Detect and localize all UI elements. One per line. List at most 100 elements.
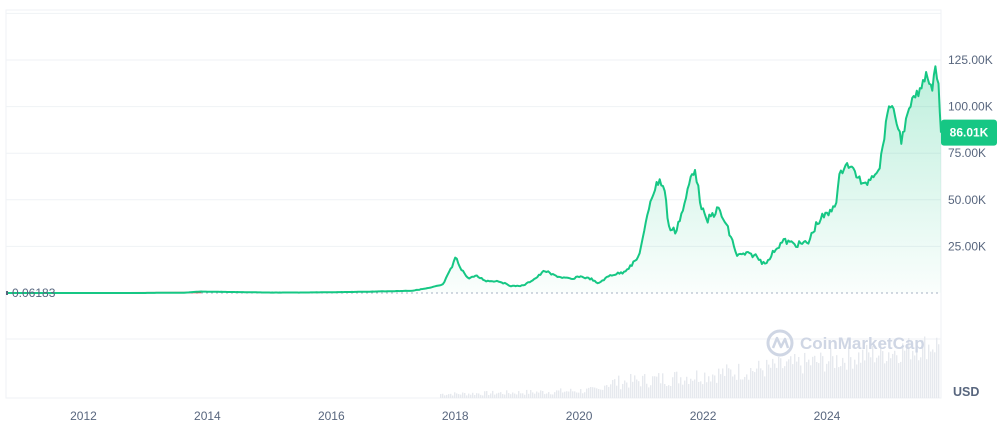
volume-bar	[632, 381, 634, 398]
volume-bar	[470, 394, 472, 398]
volume-bar	[576, 392, 578, 398]
volume-bar	[522, 393, 524, 398]
volume-bar	[766, 359, 768, 398]
volume-bar	[572, 391, 574, 398]
volume-bar	[482, 395, 484, 398]
volume-bar	[770, 367, 772, 398]
volume-bar	[448, 394, 450, 398]
y-tick-label: 100.00K	[948, 100, 993, 114]
volume-bar	[478, 393, 480, 398]
volume-bar	[822, 356, 824, 398]
volume-bar	[702, 384, 704, 398]
volume-bar	[498, 392, 500, 398]
volume-bar	[512, 392, 514, 398]
volume-bar	[490, 393, 492, 398]
volume-bar	[724, 375, 726, 398]
volume-bar	[668, 385, 670, 398]
volume-bar	[924, 336, 926, 398]
volume-bar	[890, 358, 892, 398]
volume-bar	[842, 357, 844, 398]
x-tick-label: 2012	[70, 409, 97, 421]
volume-bar	[528, 393, 530, 398]
volume-bar	[472, 392, 474, 398]
y-axis: 125.00K 100.00K 75.00K 50.00K 25.00K	[948, 53, 993, 253]
volume-bar	[754, 372, 756, 398]
volume-bar	[636, 379, 638, 398]
volume-bar	[812, 356, 814, 398]
volume-bar	[648, 387, 650, 398]
currency-label: USD	[953, 385, 979, 399]
volume-bar	[548, 392, 550, 398]
volume-bar	[710, 381, 712, 398]
volume-bar	[644, 374, 646, 398]
volume-bar	[458, 394, 460, 398]
volume-bar	[830, 348, 832, 398]
volume-bar	[872, 345, 874, 398]
volume-bar	[504, 394, 506, 398]
volume-bar	[686, 376, 688, 398]
volume-bar	[886, 361, 888, 398]
volume-bar	[832, 356, 834, 398]
volume-bar	[578, 392, 580, 398]
volume-bar	[484, 391, 486, 398]
volume-bar	[574, 391, 576, 398]
volume-bar	[544, 394, 546, 398]
reference-marker	[6, 290, 8, 295]
volume-bar	[732, 376, 734, 398]
volume-bar	[892, 353, 894, 398]
volume-bar	[788, 359, 790, 398]
price-area	[6, 66, 941, 293]
volume-bar	[546, 393, 548, 398]
volume-bar	[716, 382, 718, 398]
watermark-logo-icon	[766, 329, 794, 357]
volume-bar	[926, 359, 928, 398]
volume-bar	[708, 376, 710, 398]
volume-bar	[820, 352, 822, 398]
volume-bar	[934, 352, 936, 398]
volume-bar	[718, 368, 720, 398]
volume-bar	[658, 373, 660, 398]
volume-bar	[694, 379, 696, 398]
volume-bar	[916, 350, 918, 398]
volume-bar	[744, 376, 746, 398]
volume-bar	[774, 363, 776, 398]
watermark: CoinMarketCap	[766, 329, 925, 357]
volume-bar	[756, 368, 758, 398]
volume-bar	[492, 390, 494, 398]
volume-bar	[532, 392, 534, 398]
volume-bar	[800, 365, 802, 398]
volume-bar	[810, 365, 812, 398]
volume-bar	[628, 387, 630, 398]
volume-bar	[908, 337, 910, 398]
x-tick-label: 2020	[566, 409, 593, 421]
volume-bar	[758, 360, 760, 398]
volume-bar	[728, 368, 730, 398]
volume-bar	[516, 394, 518, 398]
volume-bar	[536, 391, 538, 398]
volume-bar	[600, 389, 602, 398]
grid-lines	[6, 12, 941, 340]
volume-bar	[486, 391, 488, 398]
volume-bar	[866, 344, 868, 398]
price-line	[6, 65, 942, 294]
volume-bar	[782, 368, 784, 398]
volume-bar	[778, 356, 780, 398]
volume-bar	[610, 384, 612, 398]
volume-bar	[674, 372, 676, 398]
volume-bar	[654, 376, 656, 398]
volume-bar	[776, 367, 778, 398]
volume-bar	[792, 364, 794, 398]
volume-bar	[882, 351, 884, 398]
volume-bar	[736, 379, 738, 398]
volume-bar	[494, 394, 496, 398]
x-tick-label: 2018	[442, 409, 469, 421]
volume-bar	[836, 355, 838, 398]
volume-bar	[798, 357, 800, 398]
volume-bar	[638, 381, 640, 398]
volume-bar	[918, 360, 920, 398]
volume-bar	[590, 386, 592, 398]
volume-bar	[474, 395, 476, 398]
volume-bar	[440, 394, 442, 398]
volume-bar	[640, 386, 642, 398]
